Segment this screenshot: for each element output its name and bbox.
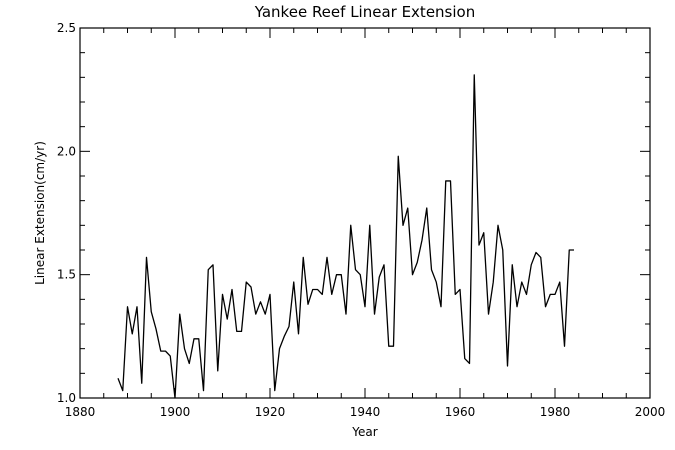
axis-ticks <box>79 27 651 399</box>
x-tick-label: 1980 <box>540 405 571 419</box>
x-tick-label: 1940 <box>350 405 381 419</box>
x-tick-label: 1960 <box>445 405 476 419</box>
x-tick-label: 1900 <box>160 405 191 419</box>
x-tick-label: 1920 <box>255 405 286 419</box>
chart-title: Yankee Reef Linear Extension <box>254 3 475 21</box>
y-axis-label: Linear Extension(cm/yr) <box>33 141 47 285</box>
y-tick-label: 2.0 <box>57 144 76 158</box>
y-tick-label: 1.5 <box>57 268 76 282</box>
x-tick-label: 2000 <box>635 405 666 419</box>
x-axis-label: Year <box>351 425 377 439</box>
plot-frame <box>79 27 651 399</box>
x-tick-label: 1880 <box>65 405 96 419</box>
y-tick-label: 1.0 <box>57 391 76 405</box>
series-line <box>117 74 574 399</box>
y-tick-label: 2.5 <box>57 21 76 35</box>
tick-labels: 1880 1900 1920 1940 1960 1980 2000 1.0 1.5 2.0 2.5 <box>57 21 665 419</box>
